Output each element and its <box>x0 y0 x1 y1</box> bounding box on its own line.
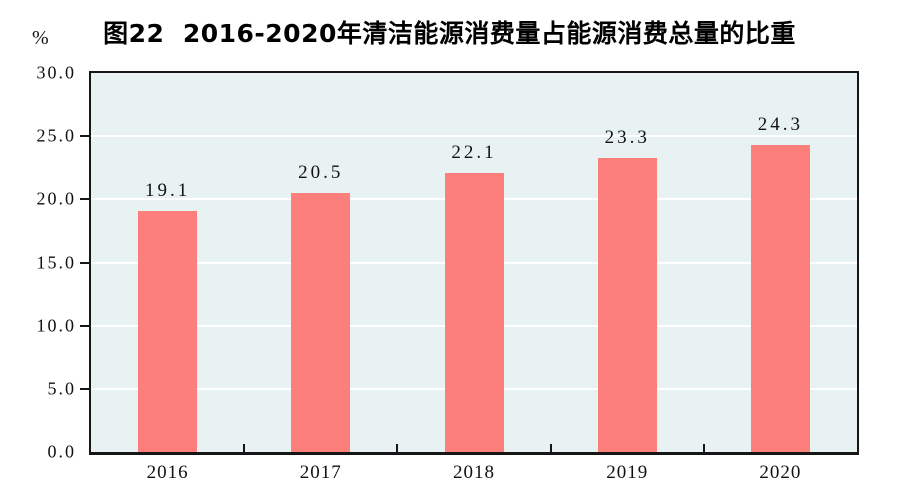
bar-2020 <box>750 145 810 452</box>
plot-area: 0.0 5.0 10.0 15.0 20.0 25.0 30.0 19.1 2016 20.5 20… <box>37 63 859 483</box>
x-axis-category-label: 2017 <box>299 462 342 483</box>
gridline <box>91 135 857 138</box>
bar-2018 <box>444 172 504 452</box>
y-axis-tick <box>80 324 89 327</box>
x-axis-category-label: 2016 <box>146 462 189 483</box>
x-axis-tick <box>243 444 246 452</box>
y-axis-tick-label: 30.0 <box>36 62 76 83</box>
bar-value-label: 19.1 <box>144 179 191 201</box>
chart-title: 图22 2016-2020年清洁能源消费量占能源消费总量的比重 <box>103 19 796 48</box>
bar-2019 <box>597 157 657 452</box>
y-axis-tick <box>80 261 89 264</box>
bar-value-label: 23.3 <box>604 126 650 148</box>
y-axis-tick-label: 0.0 <box>47 441 76 462</box>
y-axis-tick-label: 20.0 <box>36 188 76 209</box>
y-axis-tick-label: 10.0 <box>36 315 76 336</box>
bar-value-label: 22.1 <box>451 141 497 163</box>
y-axis-tick <box>80 387 89 390</box>
x-axis-category-label: 2020 <box>759 462 802 483</box>
x-axis-category-label: 2018 <box>453 462 495 483</box>
bar-value-label: 20.5 <box>298 162 344 184</box>
bar-2016 <box>138 210 198 452</box>
bar-2017 <box>291 193 351 452</box>
y-axis-tick-label: 25.0 <box>36 125 76 146</box>
x-axis-tick <box>702 444 705 452</box>
x-axis-tick <box>396 444 399 452</box>
x-axis-category-label: 2019 <box>606 462 649 483</box>
y-axis-unit-label: % <box>32 27 49 49</box>
bar-value-label: 24.3 <box>757 114 804 136</box>
y-axis-tick <box>80 135 89 138</box>
y-axis-tick-label: 15.0 <box>36 252 76 272</box>
y-axis-tick-label: 5.0 <box>47 378 76 399</box>
y-axis-tick <box>80 198 89 201</box>
x-axis-tick <box>549 444 552 452</box>
